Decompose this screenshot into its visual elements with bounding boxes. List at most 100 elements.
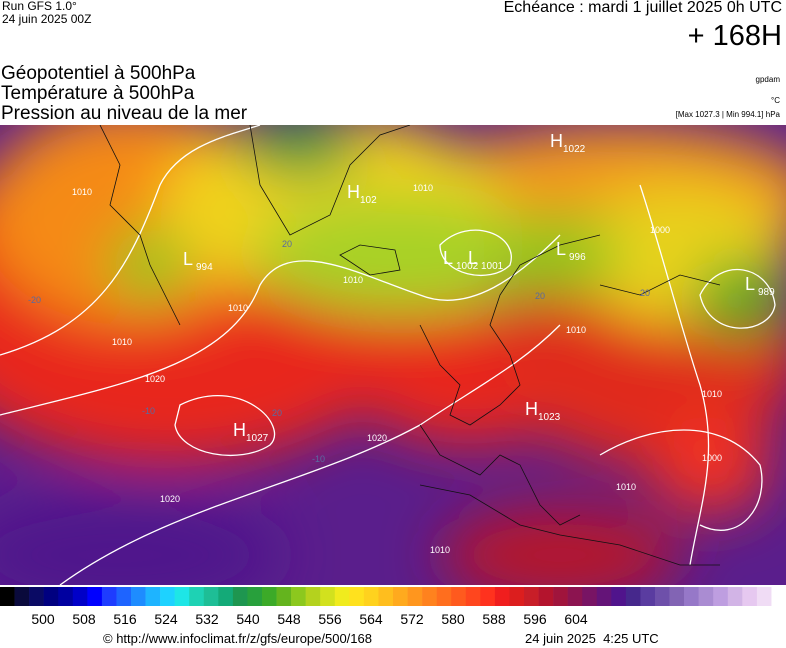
colorbar-swatch <box>116 587 132 606</box>
colorbar-swatch <box>655 587 670 606</box>
colorbar-swatch <box>436 587 452 606</box>
pressure-center-value: 1023 <box>538 412 561 423</box>
colorbar-swatch <box>378 587 394 606</box>
colorbar-swatch <box>145 587 161 606</box>
pressure-center-letter: L <box>556 239 566 259</box>
colorbar-swatch <box>363 587 379 606</box>
colorbar-swatch <box>247 587 263 606</box>
colorbar-swatch <box>713 587 729 606</box>
pressure-center-value: 1022 <box>563 144 586 155</box>
lead-time: + 168H <box>687 20 782 52</box>
isobar-label: 1020 <box>160 494 180 504</box>
pressure-center-letter: L <box>443 248 453 268</box>
run-date: 24 juin 2025 00Z <box>2 12 92 26</box>
colorbar-swatch <box>625 587 641 606</box>
pressure-center-value: 1001 <box>481 261 504 272</box>
colorbar-swatch <box>72 587 88 606</box>
temperature-label: -20 <box>28 295 41 305</box>
colorbar-swatch <box>43 587 59 606</box>
colorbar-swatch <box>320 587 336 606</box>
colorbar-label: 588 <box>482 611 506 627</box>
colorbar-label: 532 <box>195 611 219 627</box>
title: Géopotentiel à 500hPa <box>1 63 196 84</box>
colorbar-swatch <box>684 587 699 606</box>
colorbar-label: 508 <box>72 611 96 627</box>
colorbar-swatch <box>14 587 30 606</box>
colorbar-swatch <box>276 587 292 606</box>
colorbar-swatch <box>698 587 714 606</box>
colorbar-swatch <box>0 587 15 606</box>
temperature-label: 20 <box>282 239 292 249</box>
footer-timestamp: 24 juin 2025 4:25 UTC <box>525 631 659 646</box>
coastlines <box>99 125 721 566</box>
isobar-label: 1010 <box>430 545 450 555</box>
colorbar-swatch <box>756 587 772 606</box>
isobar-label: 1010 <box>413 183 433 193</box>
colorbar-swatch <box>567 587 583 606</box>
title: Pression au niveau de la mer <box>1 103 248 124</box>
title: Température à 500hPa <box>1 83 195 104</box>
pressure-center-letter: L <box>745 274 755 294</box>
unit: gpdam <box>755 75 780 84</box>
colorbar-swatch <box>771 587 786 606</box>
pressure-center-letter: L <box>468 248 478 268</box>
colorbar-label: 540 <box>236 611 260 627</box>
colorbar-swatch <box>407 587 423 606</box>
colorbar-label: 564 <box>359 611 383 627</box>
colorbar-swatch <box>291 587 306 606</box>
pressure-center-letter: H <box>347 182 360 202</box>
isobar-label: 1010 <box>616 482 636 492</box>
colorbar-swatch <box>87 587 103 606</box>
colorbar-swatch <box>524 587 539 606</box>
isobar-label: 1000 <box>702 453 722 463</box>
echeance: Echéance : mardi 1 juillet 2025 0h UTC <box>503 0 782 16</box>
colorbar-swatch <box>58 587 74 606</box>
colorbar-swatch <box>422 587 437 606</box>
colorbar-label: 548 <box>277 611 301 627</box>
colorbar-swatch <box>262 587 277 606</box>
colorbar-swatch <box>742 587 758 606</box>
colorbar-swatch <box>727 587 743 606</box>
isobars <box>0 125 776 585</box>
colorbar-swatch <box>189 587 205 606</box>
colorbar-swatch <box>174 587 190 606</box>
pressure-center-letter: H <box>525 399 538 419</box>
colorbar-label: 580 <box>441 611 465 627</box>
colorbar-swatch <box>232 587 248 606</box>
colorbar-swatch <box>393 587 408 606</box>
pressure-center-value: 989 <box>758 287 775 298</box>
colorbar-label: 556 <box>318 611 342 627</box>
temperature-label: 20 <box>535 291 545 301</box>
temperature-label: -10 <box>142 406 155 416</box>
unit: [Max 1027.3 | Min 994.1] hPa <box>675 110 780 119</box>
colorbar-swatch <box>538 587 554 606</box>
isobar-label: 1010 <box>566 325 586 335</box>
pressure-center-value: 1002 <box>456 261 479 272</box>
pressure-center-letter: H <box>550 131 563 151</box>
colorbar-swatch <box>669 587 685 606</box>
pressure-center-letter: L <box>183 249 193 269</box>
temperature-label: 20 <box>272 408 282 418</box>
colorbar-swatch <box>29 587 44 606</box>
colorbar-swatch <box>596 587 612 606</box>
pressure-center-letter: H <box>233 420 246 440</box>
pressure-center-value: 996 <box>569 252 586 263</box>
colorbar-swatch <box>349 587 365 606</box>
field <box>0 125 786 585</box>
colorbar-swatch <box>640 587 656 606</box>
isobar-label: 1020 <box>145 374 165 384</box>
colorbar-label: 572 <box>400 611 424 627</box>
colorbar-swatch <box>203 587 219 606</box>
isobar-label: 1010 <box>228 303 248 313</box>
isobar-label: 1020 <box>367 433 387 443</box>
pressure-center-value: 994 <box>196 262 213 273</box>
isobar-label: 1000 <box>650 225 670 235</box>
colorbar-label: 500 <box>31 611 55 627</box>
colorbar-swatch <box>509 587 525 606</box>
colorbar-swatch <box>553 587 568 606</box>
colorbar-swatch <box>451 587 467 606</box>
isobar-label: 1010 <box>72 187 92 197</box>
isobar-label: 1010 <box>343 275 363 285</box>
isobar-label: 1010 <box>112 337 132 347</box>
